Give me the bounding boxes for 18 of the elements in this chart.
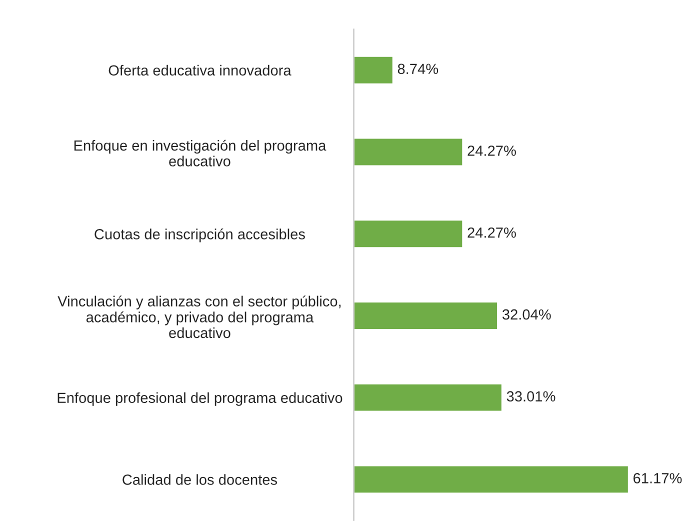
bar — [354, 56, 394, 85]
y-tick-label: Calidad de los docentes — [122, 474, 278, 485]
data-label: 32.04% — [502, 309, 551, 320]
data-label: 24.27% — [468, 227, 516, 238]
y-tick-label: Enfoque profesional del programa educativo — [58, 392, 342, 406]
bar — [354, 464, 629, 494]
data-label: 24.27% — [468, 146, 516, 156]
bar — [354, 219, 464, 248]
bar — [354, 382, 503, 412]
bar — [354, 137, 464, 167]
bar — [354, 301, 498, 330]
y-tick-label: Enfoque en investigación del programa educativo — [74, 140, 326, 166]
data-label: 61.17% — [634, 473, 682, 484]
data-label: 33.01% — [506, 391, 556, 402]
data-label: 8.74% — [398, 64, 438, 74]
y-tick-label: Cuotas de inscripción accesibles — [94, 228, 305, 242]
y-tick-label: Oferta educativa innovadora — [108, 64, 292, 76]
y-tick-label: Vinculación y alianzas con el sector público, académico, y privado del programa educativo — [58, 296, 341, 338]
